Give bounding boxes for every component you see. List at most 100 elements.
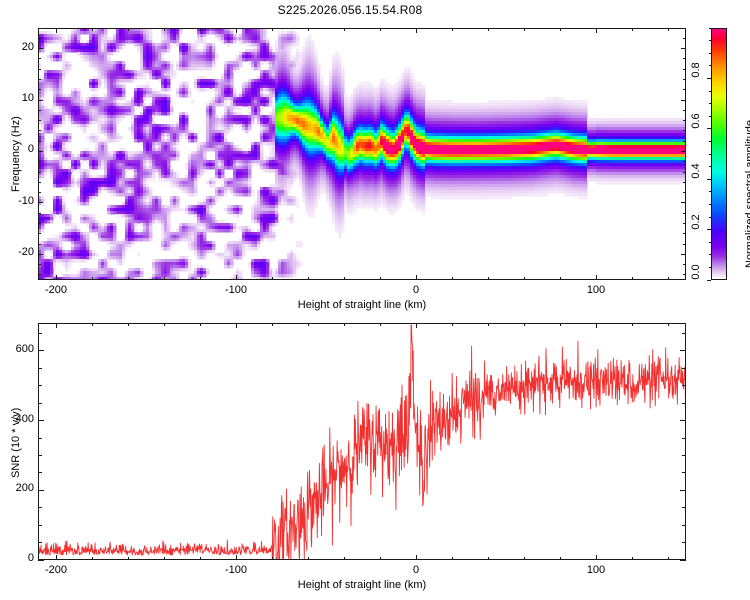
colorbar-tick-minor [708, 140, 711, 142]
spectrogram-ytick-minor-right [683, 171, 686, 173]
snr-xtick-minor [559, 557, 561, 560]
snr-xtick-top [55, 323, 57, 328]
snr-xtick-minor-top [379, 323, 381, 326]
snr-ytick-minor-right [682, 332, 686, 334]
spectrogram-ytick-minor-right [683, 89, 686, 91]
spectrogram-ytick-minor-right [683, 120, 686, 122]
snr-ytick-minor-right [682, 385, 686, 387]
snr-ytick-minor [38, 542, 42, 544]
spectrogram-image [38, 28, 686, 280]
spectrogram-xtick [415, 275, 417, 280]
colorbar-tick-minor [708, 65, 711, 67]
snr-xtick-minor-top [271, 323, 273, 326]
figure-title: S225.2026.056.15.54.R08 [277, 3, 423, 17]
snr-xtick-minor-top [163, 323, 165, 326]
snr-xtick-minor-top [487, 323, 489, 326]
spectrogram-xtick-minor [523, 277, 525, 280]
spectrogram-xtick [595, 275, 597, 280]
snr-ytick-minor-right [682, 454, 686, 456]
snr-panel [38, 323, 686, 560]
snr-ytick-minor [38, 402, 42, 404]
spectrogram-ylabel: Frequency (Hz) [10, 116, 22, 192]
spectrogram-ytick-minor-right [683, 181, 686, 183]
colorbar-ticklabel: 0.0 [690, 264, 702, 280]
colorbar-ticklabel: 0.2 [690, 213, 702, 230]
spectrogram-ytick-minor [38, 233, 41, 235]
snr-ytick-minor [38, 507, 42, 509]
spectrogram-ytick-minor [38, 192, 41, 194]
colorbar-tick-minor [708, 254, 711, 256]
spectrogram-ytick [38, 48, 43, 50]
spectrogram-ytick-right [681, 150, 686, 152]
spectrogram-ytick-minor [38, 68, 41, 70]
spectrogram-xtick [235, 275, 237, 280]
snr-xtick-minor [307, 557, 309, 560]
spectrogram-ytick-right [681, 202, 686, 204]
snr-xticklabel: 0 [412, 564, 420, 576]
spectrogram-yticklabel: -20 [18, 246, 34, 259]
spectrogram-xtick-minor [163, 277, 165, 280]
colorbar-tick-minor [708, 203, 711, 205]
snr-yticklabel: 600 [15, 342, 34, 355]
snr-xtick-minor [631, 557, 633, 560]
spectrogram-ytick-minor [38, 171, 41, 173]
snr-ytick-minor [38, 367, 42, 369]
spectrogram-ytick-minor [38, 89, 41, 91]
spectrogram-ytick [38, 202, 43, 204]
spectrogram-xtick-minor-top [667, 28, 669, 31]
snr-ytick-minor-right [682, 367, 686, 369]
spectrogram-xtick-minor-top [523, 28, 525, 31]
spectrogram-yticklabel: 0 [27, 143, 34, 156]
spectrogram-ytick-minor-right [683, 130, 686, 132]
spectrogram-xtick-minor-top [127, 28, 129, 31]
colorbar-tick-minor [708, 191, 711, 193]
colorbar-tick-minor [708, 266, 711, 268]
snr-ytick-right [680, 559, 686, 561]
snr-ytick-minor [38, 472, 42, 474]
spectrogram-ytick-minor [38, 161, 41, 163]
snr-xtick-minor [379, 557, 381, 560]
snr-xtick-minor-top [127, 323, 129, 326]
colorbar-tick [707, 77, 711, 79]
spectrogram-xtick-minor [127, 277, 129, 280]
snr-xtick-minor [451, 557, 453, 560]
spectrogram-ytick-minor-right [683, 222, 686, 224]
spectrogram-xtick-minor [451, 277, 453, 280]
spectrogram-panel [38, 28, 686, 280]
colorbar-tick-minor [708, 52, 711, 54]
spectrogram-plot-area [38, 28, 686, 280]
snr-ytick-minor [38, 332, 42, 334]
spectrogram-ytick-minor-right [683, 37, 686, 39]
spectrogram-ytick-minor [38, 212, 41, 214]
spectrogram-ytick [38, 99, 43, 101]
spectrogram-ytick-minor [38, 130, 41, 132]
spectrogram-xtick-top [55, 28, 57, 33]
spectrogram-ytick-minor [38, 222, 41, 224]
spectrogram-ytick-minor-right [683, 192, 686, 194]
spectrogram-ytick-right [681, 48, 686, 50]
spectrogram-ytick-minor-right [683, 109, 686, 111]
spectrogram-ytick-minor [38, 78, 41, 80]
spectrogram-xtick-minor-top [451, 28, 453, 31]
colorbar-tick-minor [708, 166, 711, 168]
spectrogram-ytick-minor [38, 140, 41, 142]
snr-yticklabel: 400 [15, 412, 34, 425]
spectrogram-xlabel: Height of straight line (km) [297, 299, 427, 311]
spectrogram-ytick-minor [38, 181, 41, 183]
snr-xtick-minor [199, 557, 201, 560]
colorbar-tick-minor [708, 40, 711, 42]
snr-xtick-minor-top [91, 323, 93, 326]
spectrogram-xtick-minor [559, 277, 561, 280]
colorbar [711, 28, 727, 280]
spectrogram-yticklabel: 20 [21, 40, 34, 53]
snr-xtick-minor [523, 557, 525, 560]
spectrogram-xticklabel: 100 [586, 284, 606, 296]
spectrogram-ytick-minor-right [683, 274, 686, 276]
spectrogram-ytick-minor [38, 58, 41, 60]
snr-ytick-minor [38, 454, 42, 456]
spectrogram-xtick-minor [271, 277, 273, 280]
spectrogram-xtick-minor-top [163, 28, 165, 31]
spectrogram-xtick-minor [343, 277, 345, 280]
snr-ytick [38, 420, 44, 422]
